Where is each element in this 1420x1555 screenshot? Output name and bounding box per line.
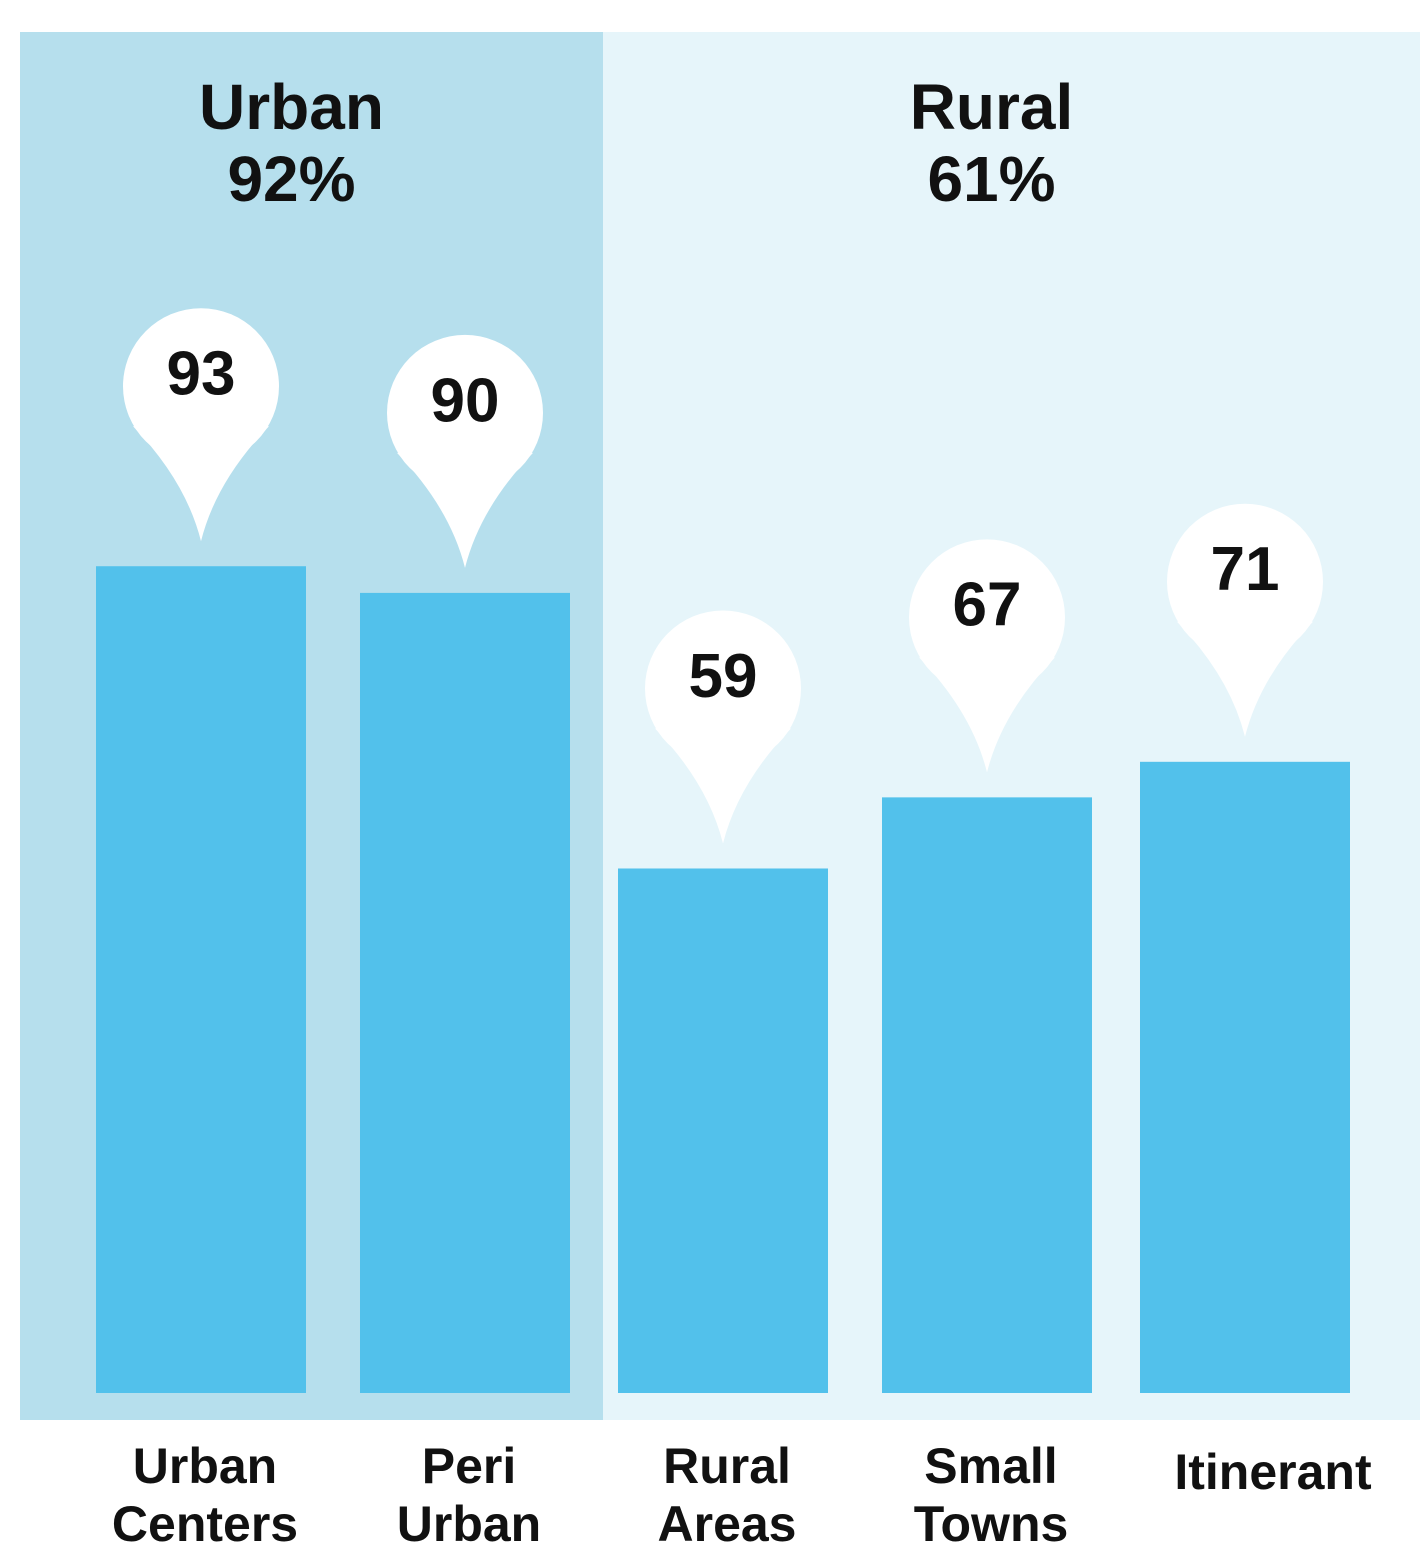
group-value: 92% bbox=[227, 143, 355, 215]
x-tick-label: Itinerant bbox=[1174, 1444, 1372, 1500]
bar bbox=[618, 868, 828, 1393]
value-pin-head bbox=[909, 539, 1065, 696]
x-tick-label: Peri bbox=[422, 1438, 517, 1494]
x-tick-label: Small bbox=[924, 1438, 1057, 1494]
value-label: 59 bbox=[689, 642, 758, 711]
value-label: 67 bbox=[953, 571, 1022, 640]
value-pin-head bbox=[387, 334, 543, 491]
value-label: 93 bbox=[167, 340, 236, 409]
x-tick-label: Centers bbox=[112, 1496, 298, 1552]
value-pin-head bbox=[645, 610, 801, 767]
x-tick-label: Urban bbox=[397, 1496, 541, 1552]
bar bbox=[96, 566, 306, 1393]
x-tick-label: Towns bbox=[914, 1496, 1069, 1552]
group-title: Rural bbox=[910, 71, 1074, 143]
x-tick-label: Urban bbox=[133, 1438, 277, 1494]
value-label: 71 bbox=[1211, 535, 1280, 604]
value-label: 90 bbox=[431, 366, 500, 435]
value-pin-head bbox=[123, 308, 279, 465]
x-tick-label: Rural bbox=[663, 1438, 791, 1494]
group-value: 61% bbox=[927, 143, 1055, 215]
bar bbox=[360, 592, 570, 1393]
value-pin-head bbox=[1167, 503, 1323, 660]
bar bbox=[1140, 761, 1350, 1393]
group-title: Urban bbox=[199, 71, 384, 143]
bar bbox=[882, 797, 1092, 1393]
x-tick-label: Areas bbox=[658, 1496, 797, 1552]
